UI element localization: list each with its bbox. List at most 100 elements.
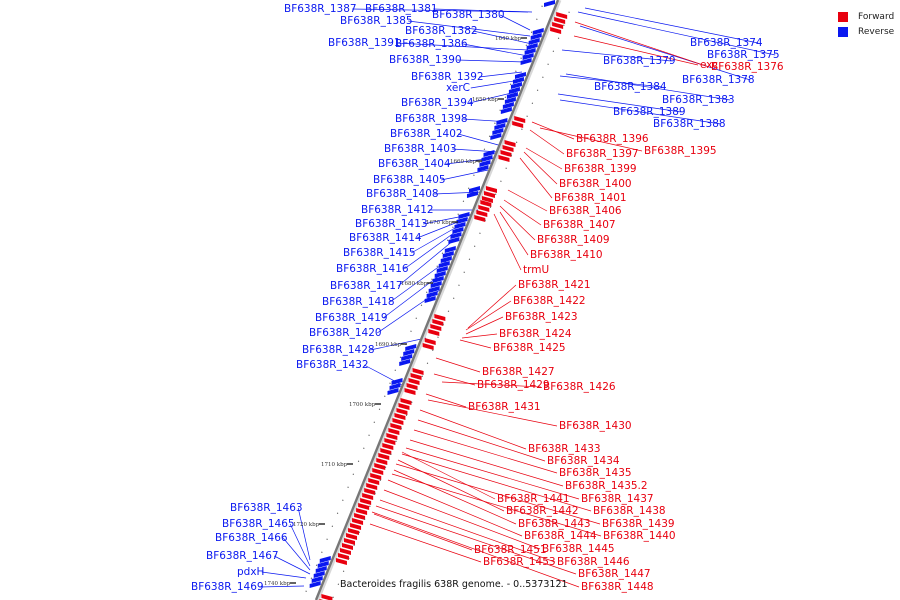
reverse-gene-right-leader xyxy=(561,49,672,62)
forward-gene-leader xyxy=(373,513,473,551)
minor-tick xyxy=(348,557,350,559)
reverse-gene xyxy=(510,82,522,89)
reverse-gene-label: BF638R_1413 xyxy=(355,218,428,230)
minor-tick xyxy=(468,258,471,260)
minor-tick xyxy=(437,336,439,338)
minor-tick xyxy=(473,245,476,247)
forward-gene-label: BF638R_1423 xyxy=(505,311,578,323)
forward-gene-leader xyxy=(499,211,529,256)
forward-gene xyxy=(476,210,488,217)
forward-gene-leader xyxy=(465,316,504,335)
reverse-gene xyxy=(512,77,524,84)
forward-gene xyxy=(384,438,396,445)
reverse-gene xyxy=(496,118,508,125)
minor-tick xyxy=(347,486,349,488)
reverse-gene xyxy=(401,354,413,361)
minor-tick xyxy=(421,375,423,377)
forward-gene-label: exc xyxy=(700,59,718,71)
forward-gene-label: BF638R_1395 xyxy=(644,145,717,157)
minor-tick xyxy=(531,102,534,104)
forward-gene-label: BF638R_1444 xyxy=(524,530,597,542)
forward-gene-leader xyxy=(499,205,536,241)
reverse-gene-right-leader xyxy=(559,75,663,88)
reverse-gene xyxy=(430,281,442,288)
minor-tick xyxy=(358,531,361,533)
minor-tick xyxy=(353,544,355,546)
forward-gene-leader xyxy=(371,511,580,588)
reverse-gene-label: BF638R_1420 xyxy=(309,327,382,339)
forward-gene xyxy=(337,553,349,560)
forward-gene xyxy=(550,27,562,34)
reverse-gene-label: BF638R_1414 xyxy=(349,232,422,244)
forward-gene-leader xyxy=(383,489,541,550)
reverse-gene-leader xyxy=(396,42,529,51)
reverse-gene-label: BF638R_1387 xyxy=(284,3,357,15)
forward-gene xyxy=(370,473,382,480)
minor-tick xyxy=(415,317,417,319)
forward-gene-leader xyxy=(519,157,553,199)
forward-gene xyxy=(356,508,368,515)
reverse-gene xyxy=(528,38,540,45)
forward-gene xyxy=(398,403,410,410)
reverse-gene-label: BF638R_1405 xyxy=(373,174,446,186)
reverse-gene-leader xyxy=(469,91,517,104)
forward-gene-leader xyxy=(507,189,548,212)
minor-tick xyxy=(390,453,392,455)
reverse-gene-label: BF638R_1380 xyxy=(432,9,505,21)
forward-gene xyxy=(422,343,434,350)
reverse-gene xyxy=(391,378,403,385)
forward-gene xyxy=(396,408,408,415)
forward-gene-leader xyxy=(573,35,699,66)
forward-gene xyxy=(364,488,376,495)
forward-gene-label: BF638R_1447 xyxy=(578,568,651,580)
forward-gene xyxy=(410,373,422,380)
reverse-gene-leader xyxy=(470,79,521,89)
reverse-gene xyxy=(483,150,495,157)
reverse-gene xyxy=(438,261,450,268)
reverse-gene-label: BF638R_1467 xyxy=(206,550,279,562)
forward-gene-label: trmU xyxy=(523,264,549,276)
forward-gene xyxy=(408,378,420,385)
forward-gene-leader xyxy=(401,451,496,500)
reverse-gene xyxy=(315,566,327,573)
forward-gene xyxy=(406,383,418,390)
legend-reverse: Reverse xyxy=(838,24,894,39)
reverse-gene-right-label: BF638R_1388 xyxy=(653,118,726,130)
reverse-gene-label: BF638R_1391 xyxy=(328,37,401,49)
reverse-gene-label: xerC xyxy=(446,82,470,94)
forward-gene-leader xyxy=(493,213,522,271)
minor-tick xyxy=(315,564,318,566)
reverse-gene-leader xyxy=(352,8,529,13)
reverse-gene-right-leader xyxy=(579,25,751,81)
reverse-gene xyxy=(399,359,411,366)
reverse-gene xyxy=(319,556,331,563)
minor-tick xyxy=(515,141,518,143)
reverse-gene xyxy=(434,271,446,278)
reverse-gene-leader xyxy=(433,8,533,13)
minor-tick xyxy=(547,63,549,65)
forward-gene-label: BF638R_1410 xyxy=(530,249,603,261)
forward-gene-label: BF638R_1424 xyxy=(499,328,572,340)
forward-gene-leader xyxy=(379,499,556,563)
forward-gene-label: BF638R_1442 xyxy=(506,505,579,517)
reverse-gene-leader xyxy=(282,537,311,571)
minor-tick xyxy=(446,239,449,241)
reverse-gene xyxy=(317,561,329,568)
minor-tick xyxy=(462,200,465,202)
reverse-gene xyxy=(403,349,415,356)
minor-tick xyxy=(400,427,403,429)
reverse-gene xyxy=(492,128,504,135)
minor-tick xyxy=(342,570,345,572)
forward-gene-label: BF638R_1426 xyxy=(543,381,616,393)
reverse-gene xyxy=(452,227,464,234)
forward-gene-leader xyxy=(413,429,558,474)
reverse-gene-right-label: BF638R_1384 xyxy=(594,81,667,93)
forward-gene xyxy=(344,538,356,545)
reverse-gene-right-label: BF638R_1374 xyxy=(690,37,763,49)
minor-tick xyxy=(416,388,418,390)
reverse-gene-label: BF638R_1417 xyxy=(330,280,403,292)
forward-gene xyxy=(372,468,384,475)
forward-gene-label: BF638R_1441 xyxy=(497,493,570,505)
reverse-gene xyxy=(313,571,325,578)
